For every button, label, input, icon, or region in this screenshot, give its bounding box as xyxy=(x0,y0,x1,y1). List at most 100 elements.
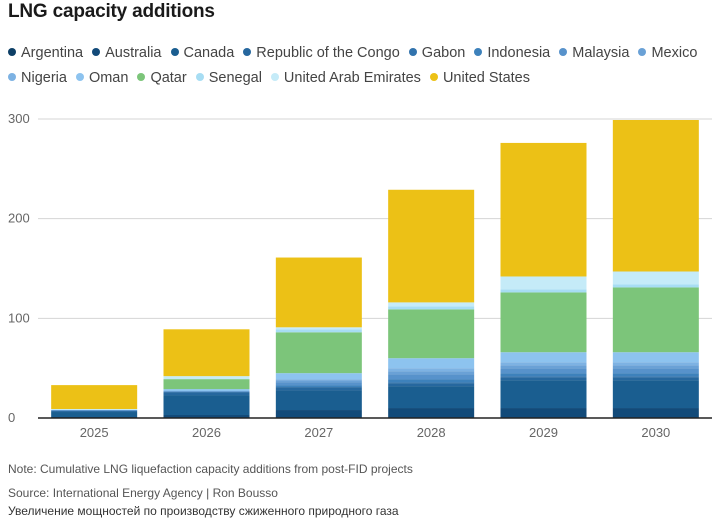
bar-segment-republic-of-the-congo xyxy=(51,411,138,413)
bar-segment-australia xyxy=(500,408,587,418)
y-tick-label: 100 xyxy=(8,310,30,325)
legend-label: Indonesia xyxy=(487,45,551,61)
bar-segment-canada xyxy=(163,395,250,416)
legend-item-senegal: Senegal xyxy=(195,66,262,91)
legend-label: United States xyxy=(442,70,530,86)
bar-segment-united-states xyxy=(275,257,362,328)
bar-segment-oman xyxy=(500,352,587,363)
chart-caption: Увеличение мощностей по производству сжи… xyxy=(8,504,399,518)
legend-label: Gabon xyxy=(421,45,466,61)
bar-segment-qatar xyxy=(612,287,699,353)
bar-segment-mexico xyxy=(275,380,362,383)
legend-label: Argentina xyxy=(21,45,84,61)
chart-source: Source: International Energy Agency | Ro… xyxy=(8,486,278,500)
bar-segment-nigeria xyxy=(275,379,362,381)
legend-label: Australia xyxy=(105,45,162,61)
bar-segment-republic-of-the-congo xyxy=(500,377,587,381)
bar-segment-senegal xyxy=(388,306,475,310)
bar-segment-united-states xyxy=(51,385,138,410)
legend-label: Republic of the Congo xyxy=(256,45,400,61)
bar-segment-united-states xyxy=(388,189,475,303)
bar-segment-united-arab-emirates xyxy=(163,376,250,380)
legend-dot-united-arab-emirates xyxy=(270,73,279,81)
legend-item-argentina: Argentina xyxy=(8,41,83,66)
legend-dot-australia xyxy=(92,48,101,56)
legend-item-canada: Canada xyxy=(170,41,235,66)
bar-segment-republic-of-the-congo xyxy=(275,387,362,391)
x-tick-label: 2030 xyxy=(641,425,670,440)
y-tick-label: 300 xyxy=(8,111,30,126)
bar-segment-senegal xyxy=(612,284,699,288)
legend-label: Mexico xyxy=(651,45,698,61)
bar-segment-malaysia xyxy=(51,410,138,412)
legend-dot-qatar xyxy=(137,73,146,81)
bar-segment-mexico xyxy=(388,371,475,375)
legend-dot-gabon xyxy=(408,48,417,56)
legend-item-gabon: Gabon xyxy=(408,41,466,66)
bar-segment-malaysia xyxy=(388,374,475,380)
bar-segment-united-states xyxy=(612,119,699,272)
bar-segment-nigeria xyxy=(612,362,699,366)
legend-label: Canada xyxy=(183,45,235,61)
legend-dot-canada xyxy=(170,48,179,56)
bar-segment-united-arab-emirates xyxy=(275,327,362,330)
legend-label: Oman xyxy=(88,70,129,86)
bar-segment-malaysia xyxy=(275,382,362,386)
chart-plot: 0 100 200 300 2025 2026 2027 2028 2029 2030 xyxy=(8,111,712,440)
bar-segment-malaysia xyxy=(612,368,699,374)
x-tick-label: 2028 xyxy=(417,425,446,440)
bar-segment-qatar xyxy=(163,379,250,390)
chart-title: LNG capacity additions xyxy=(8,1,215,22)
legend-label: Malaysia xyxy=(572,45,630,61)
bar-segment-australia xyxy=(388,408,475,418)
x-tick-label: 2025 xyxy=(80,425,109,440)
bar-segment-oman xyxy=(163,389,250,392)
legend-label: Qatar xyxy=(150,70,187,86)
bar-segment-gabon xyxy=(612,376,699,378)
legend-item-qatar: Qatar xyxy=(137,66,187,91)
bar-segment-oman xyxy=(612,352,699,363)
legend-dot-republic-of-the-congo xyxy=(243,48,252,56)
bar-segment-canada xyxy=(500,380,587,409)
bar-segment-malaysia xyxy=(163,391,250,393)
bar-segment-canada xyxy=(612,380,699,409)
legend: Argentina Australia Canada Republic of the … xyxy=(8,41,713,91)
bar-segment-gabon xyxy=(388,382,475,384)
legend-item-republic-of-the-congo: Republic of the Congo xyxy=(243,41,400,66)
bar-segment-united-arab-emirates xyxy=(388,302,475,307)
bar-segment-malaysia xyxy=(500,368,587,374)
bar-segment-republic-of-the-congo xyxy=(163,392,250,396)
legend-dot-nigeria xyxy=(8,73,16,81)
bar-segment-nigeria xyxy=(388,368,475,372)
bar-segment-indonesia xyxy=(500,373,587,377)
bar-segment-mexico xyxy=(612,365,699,369)
legend-item-malaysia: Malaysia xyxy=(559,41,629,66)
bar-segment-gabon xyxy=(500,376,587,378)
bar-segment-canada xyxy=(51,412,138,418)
bar-segment-oman xyxy=(275,373,362,380)
bar-segment-united-states xyxy=(500,142,587,277)
bar-segment-australia xyxy=(612,408,699,418)
bar-segment-qatar xyxy=(500,292,587,353)
bar-segment-indonesia xyxy=(275,385,362,388)
legend-dot-argentina xyxy=(8,48,16,56)
x-tick-label: 2029 xyxy=(529,425,558,440)
legend-item-indonesia: Indonesia xyxy=(474,41,550,66)
bar-segment-australia xyxy=(275,410,362,418)
bar-segment-republic-of-the-congo xyxy=(388,383,475,387)
legend-dot-indonesia xyxy=(474,48,483,56)
bar-segment-senegal xyxy=(500,289,587,293)
bar-segment-senegal xyxy=(275,329,362,333)
legend-item-united-arab-emirates: United Arab Emirates xyxy=(270,66,421,91)
bar-segment-united-arab-emirates xyxy=(51,409,138,411)
legend-item-united-states: United States xyxy=(429,66,530,91)
legend-item-australia: Australia xyxy=(92,41,162,66)
legend-dot-united-states xyxy=(429,73,438,81)
legend-item-nigeria: Nigeria xyxy=(8,66,67,91)
x-tick-label: 2027 xyxy=(304,425,333,440)
x-tick-label: 2026 xyxy=(192,425,221,440)
bar-segment-oman xyxy=(388,358,475,369)
bar-segment-united-arab-emirates xyxy=(500,276,587,290)
bar-segment-indonesia xyxy=(612,373,699,377)
legend-dot-mexico xyxy=(638,48,647,56)
